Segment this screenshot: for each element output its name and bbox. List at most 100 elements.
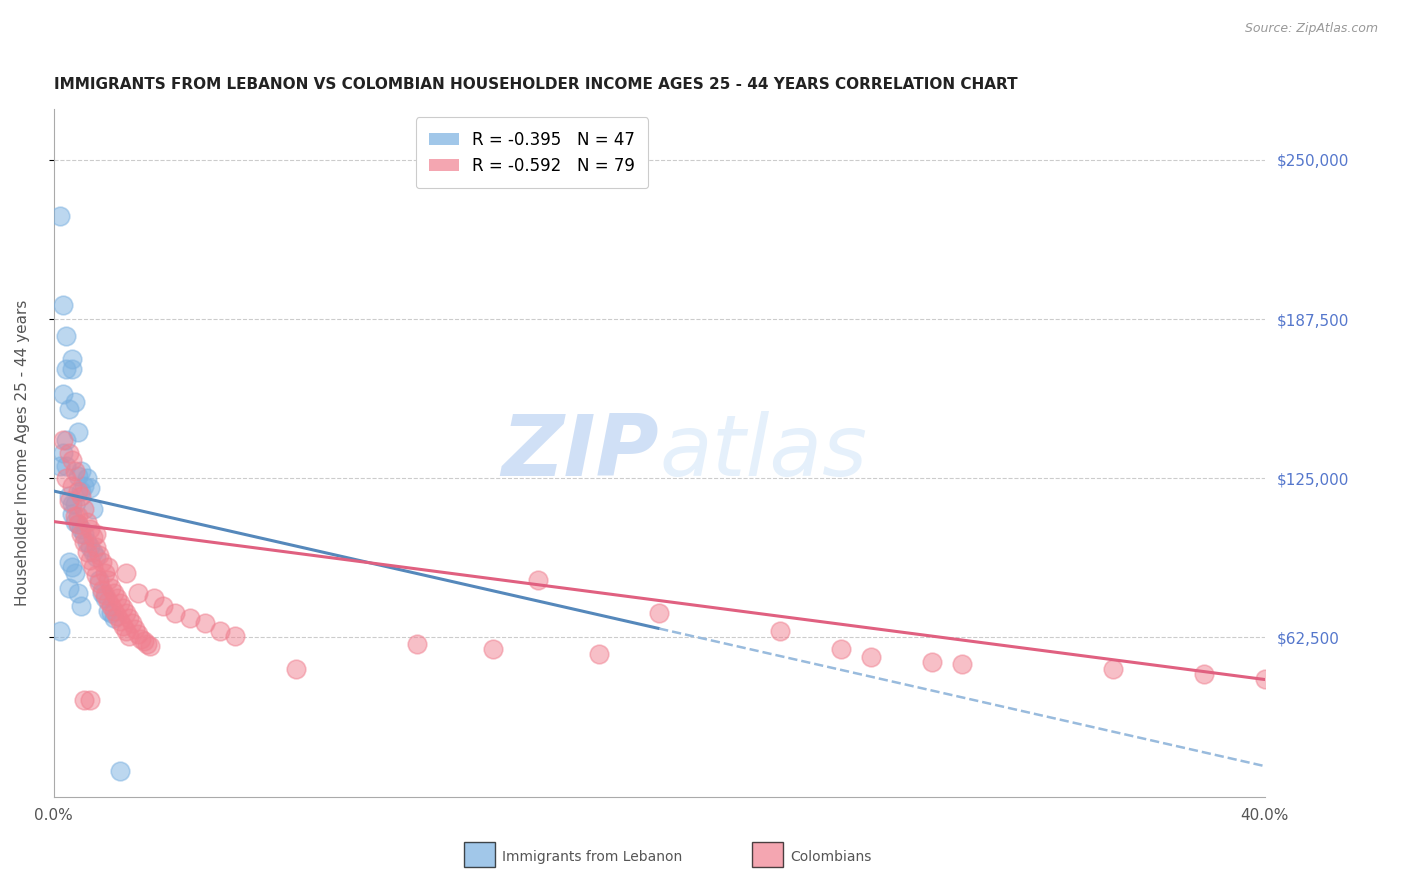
Point xyxy=(163,607,186,621)
Point xyxy=(118,629,141,643)
Point xyxy=(84,527,107,541)
Point xyxy=(70,464,93,478)
Point xyxy=(110,596,132,610)
Text: ZIP: ZIP xyxy=(502,411,659,494)
Point xyxy=(58,555,80,569)
Point xyxy=(91,583,114,598)
Point xyxy=(55,361,77,376)
Point xyxy=(91,555,114,569)
Point xyxy=(48,624,70,639)
Point xyxy=(73,535,96,549)
Point xyxy=(112,601,135,615)
Point xyxy=(224,629,246,643)
Point xyxy=(66,586,89,600)
Point xyxy=(124,622,146,636)
Point xyxy=(70,489,93,503)
Point xyxy=(87,575,110,590)
Point xyxy=(79,482,101,496)
Point xyxy=(63,566,86,580)
Point xyxy=(66,509,89,524)
Point xyxy=(70,599,93,613)
Point xyxy=(769,624,792,639)
Point xyxy=(100,599,122,613)
Point xyxy=(48,458,70,473)
Point xyxy=(481,641,503,656)
Point xyxy=(87,573,110,587)
Point xyxy=(115,607,138,621)
Point xyxy=(152,599,174,613)
Point xyxy=(52,433,75,447)
Point xyxy=(60,453,83,467)
Point xyxy=(103,586,125,600)
Point xyxy=(136,637,159,651)
Point xyxy=(94,591,117,605)
Point xyxy=(110,614,132,628)
Point xyxy=(55,328,77,343)
Point xyxy=(91,586,114,600)
Point xyxy=(1102,662,1125,676)
Point xyxy=(66,517,89,532)
Point xyxy=(97,573,120,587)
Point xyxy=(84,550,107,565)
Point xyxy=(76,545,98,559)
Text: IMMIGRANTS FROM LEBANON VS COLOMBIAN HOUSEHOLDER INCOME AGES 25 - 44 YEARS CORRE: IMMIGRANTS FROM LEBANON VS COLOMBIAN HOU… xyxy=(53,78,1017,93)
Point xyxy=(110,764,132,779)
Point xyxy=(142,591,165,605)
Point xyxy=(194,616,217,631)
Point xyxy=(97,604,120,618)
Point xyxy=(58,581,80,595)
Point xyxy=(73,501,96,516)
Point xyxy=(127,626,149,640)
Point xyxy=(82,545,104,559)
Point xyxy=(100,581,122,595)
Point xyxy=(115,566,138,580)
Point xyxy=(82,501,104,516)
Point xyxy=(70,522,93,536)
Point xyxy=(73,693,96,707)
Point xyxy=(66,468,89,483)
Point xyxy=(179,611,201,625)
Point xyxy=(115,624,138,639)
Point xyxy=(73,527,96,541)
Point xyxy=(52,446,75,460)
Point xyxy=(830,641,852,656)
Point xyxy=(84,568,107,582)
Point xyxy=(73,479,96,493)
Point xyxy=(66,517,89,532)
Point xyxy=(63,464,86,478)
Point xyxy=(55,471,77,485)
Point xyxy=(94,566,117,580)
Point xyxy=(52,387,75,401)
Point xyxy=(58,494,80,508)
Point xyxy=(112,619,135,633)
Point xyxy=(79,553,101,567)
Point xyxy=(70,483,93,498)
Point xyxy=(66,483,89,498)
Point xyxy=(63,394,86,409)
Point xyxy=(55,433,77,447)
Point xyxy=(131,632,153,646)
Point xyxy=(103,611,125,625)
Point xyxy=(97,593,120,607)
Text: atlas: atlas xyxy=(659,411,868,494)
Point xyxy=(63,509,86,524)
Point xyxy=(76,471,98,485)
Point xyxy=(103,604,125,618)
Point xyxy=(94,589,117,603)
Point xyxy=(1253,673,1275,687)
Point xyxy=(76,515,98,529)
Point xyxy=(209,624,232,639)
Point xyxy=(60,507,83,521)
Point xyxy=(58,489,80,503)
Point xyxy=(950,657,973,672)
Point xyxy=(648,607,671,621)
Point xyxy=(76,535,98,549)
Point xyxy=(284,662,307,676)
Point xyxy=(105,608,128,623)
Point xyxy=(527,573,550,587)
Y-axis label: Householder Income Ages 25 - 44 years: Householder Income Ages 25 - 44 years xyxy=(15,300,30,606)
Point xyxy=(60,479,83,493)
Point xyxy=(100,607,122,621)
Point xyxy=(79,540,101,554)
Point xyxy=(60,361,83,376)
